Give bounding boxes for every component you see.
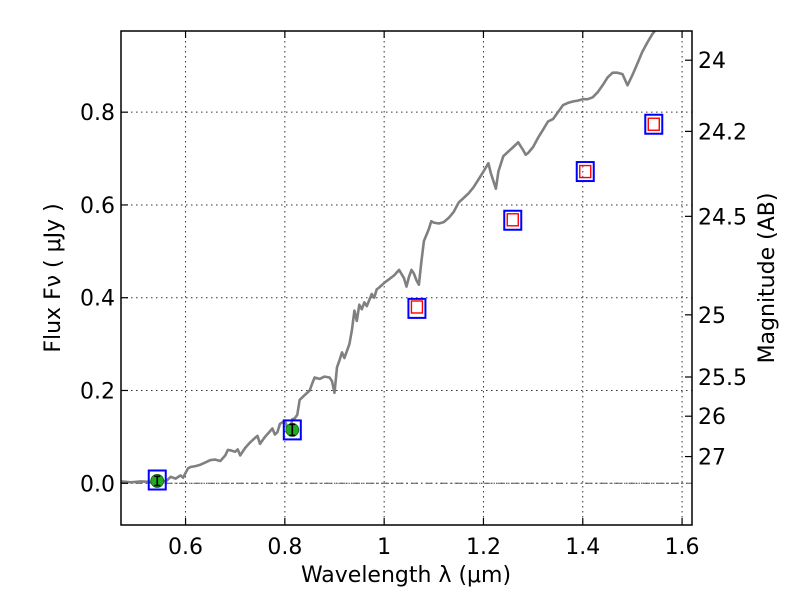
upper-limit-marker bbox=[579, 164, 592, 179]
upper-limit-marker bbox=[647, 117, 660, 131]
y-tick-label: 0.2 bbox=[80, 379, 115, 404]
sed-model-curve bbox=[120, 30, 656, 484]
upper-limit-marker bbox=[506, 213, 519, 227]
upper-limit-marker bbox=[410, 300, 424, 314]
y-tick-label: 0.6 bbox=[80, 194, 115, 219]
plot-series bbox=[120, 30, 664, 491]
model-flux-box bbox=[644, 113, 664, 135]
y-tick-label: 0.0 bbox=[80, 472, 115, 497]
tick-labels: 0.6 0.8 1 1.2 1.4 1.6 0.0 0.2 0.4 0.6 0.8 24 24.2 24.… bbox=[80, 49, 747, 560]
y-tick-label: 0.8 bbox=[80, 101, 115, 126]
right-tick-label: 24.5 bbox=[698, 205, 747, 230]
x-tick-label: 0.8 bbox=[267, 535, 302, 560]
x-tick-label: 0.6 bbox=[168, 535, 203, 560]
right-tick-label: 24 bbox=[698, 49, 726, 74]
x-tick-label: 1.6 bbox=[665, 535, 700, 560]
x-tick-label: 1.4 bbox=[565, 535, 600, 560]
right-tick-label: 25.5 bbox=[698, 366, 747, 391]
x-tick-label: 1 bbox=[377, 535, 391, 560]
model-flux-box bbox=[282, 419, 302, 441]
right-tick-label: 24.2 bbox=[698, 120, 747, 145]
axis-ticks bbox=[121, 31, 692, 525]
y-tick-label: 0.4 bbox=[80, 287, 115, 312]
right-tick-label: 25 bbox=[698, 304, 726, 329]
x-tick-label: 1.2 bbox=[466, 535, 501, 560]
model-flux-box bbox=[407, 297, 427, 319]
right-tick-label: 26 bbox=[698, 405, 726, 430]
right-tick-label: 27 bbox=[698, 446, 726, 471]
plot-frame bbox=[120, 30, 693, 526]
grid bbox=[121, 31, 692, 525]
model-flux-box bbox=[147, 469, 167, 491]
y-axis-label-right: Magnitude (AB) bbox=[755, 193, 780, 364]
y-axis-label: Flux Fν ( μJy ) bbox=[41, 203, 66, 352]
model-flux-box bbox=[575, 161, 595, 183]
x-axis-label: Wavelength λ (μm) bbox=[301, 563, 511, 588]
model-flux-box bbox=[503, 209, 523, 231]
